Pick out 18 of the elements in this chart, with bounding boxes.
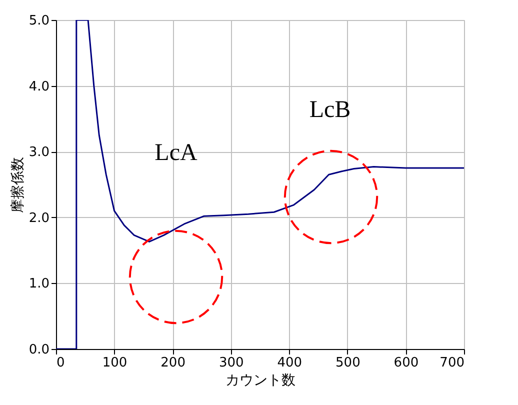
x-tick-label: 100 xyxy=(102,356,128,370)
x-axis-title: カウント数 xyxy=(226,372,296,388)
y-tick-label: 2.0 xyxy=(28,210,50,226)
x-tick-label: 600 xyxy=(394,356,419,370)
x-tick-label: 200 xyxy=(160,356,186,370)
x-tick-label: 700 xyxy=(440,356,464,370)
y-tick-label: 0.0 xyxy=(28,342,50,358)
y-tick-label: 5.0 xyxy=(28,14,50,28)
y-tick-label: 3.0 xyxy=(28,145,50,160)
y-tick-label: 4.0 xyxy=(28,79,50,94)
y-tick-label: 1.0 xyxy=(28,276,50,292)
x-tick-label: 400 xyxy=(277,356,302,370)
x-tick-label: 500 xyxy=(336,356,360,370)
annotation: LcB xyxy=(309,97,351,123)
x-tick-label: 300 xyxy=(218,356,244,370)
x-tick-label: 0 xyxy=(56,356,65,370)
y-axis-title: 摩擦係数 xyxy=(10,157,26,213)
annotation: LcA xyxy=(154,140,198,166)
